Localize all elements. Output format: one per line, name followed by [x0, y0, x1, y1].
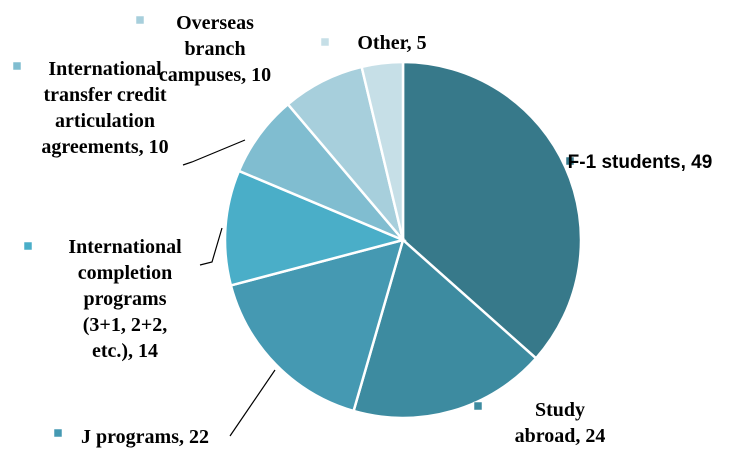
data-label: J programs, 22	[81, 426, 209, 448]
label-line: Overseas	[176, 12, 254, 34]
label-line: etc.), 14	[92, 340, 158, 362]
leader-line	[182, 139, 246, 166]
data-label: International transfer credit articulation…	[41, 58, 168, 158]
leader-line	[199, 227, 223, 266]
label-line: articulation	[55, 110, 155, 132]
pie-slice	[360, 60, 405, 241]
slices	[223, 60, 583, 420]
label-line: branch	[184, 38, 245, 60]
data-label: Study abroad, 24	[515, 399, 606, 447]
pie-slice	[401, 60, 583, 361]
label-marker	[23, 241, 33, 251]
label-line: agreements, 10	[41, 136, 168, 158]
label-line: campuses, 10	[159, 64, 271, 86]
label-line: completion	[78, 262, 172, 284]
data-label: F-1 students, 49	[568, 152, 713, 173]
label-line: Study	[535, 399, 585, 421]
label-line: Other, 5	[357, 32, 426, 54]
label-line: International	[48, 58, 162, 80]
label-marker	[12, 61, 22, 71]
label-line: (3+1, 2+2,	[83, 314, 167, 336]
data-label: Overseas branch campuses, 10	[159, 12, 271, 86]
label-line: abroad, 24	[515, 425, 606, 447]
label-marker	[320, 37, 330, 47]
label-line: F-1 students, 49	[568, 152, 713, 173]
label-marker	[565, 156, 575, 166]
label-line: International	[68, 236, 182, 258]
label-line: J programs, 22	[81, 426, 209, 448]
label-marker	[473, 401, 483, 411]
label-line: programs	[84, 288, 167, 310]
label-marker	[135, 15, 145, 25]
data-label: Other, 5	[357, 32, 426, 54]
leader-line	[229, 369, 276, 437]
data-label: International completion programs (3+1, 2+2…	[68, 236, 182, 362]
pie-slice	[352, 237, 538, 420]
label-marker	[53, 428, 63, 438]
pie-slice	[223, 169, 407, 287]
label-line: transfer credit	[43, 84, 166, 106]
labels: F-1 students, 49 Study abroad, 24 J program…	[12, 12, 713, 448]
pie-slice	[229, 238, 405, 413]
